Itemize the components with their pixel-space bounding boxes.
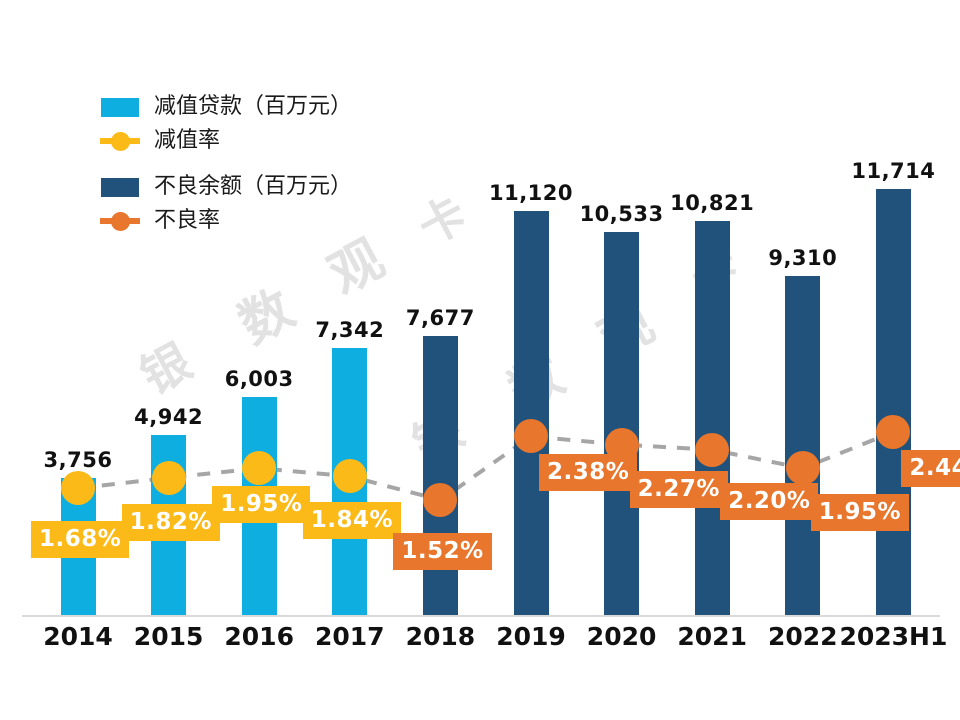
line-marker[interactable] <box>604 427 639 462</box>
bar-value-label: 9,310 <box>768 246 838 271</box>
chart-bar[interactable] <box>694 221 730 615</box>
x-axis-category-label: 2016 <box>224 622 294 651</box>
legend-swatch <box>100 131 140 151</box>
legend-swatch <box>100 177 140 197</box>
ratio-value-label: 1.84% <box>302 502 402 540</box>
legend-swatch-rect-icon <box>101 177 139 197</box>
line-marker[interactable] <box>695 432 730 467</box>
ratio-value-label: 2.20% <box>720 482 819 520</box>
x-axis-category-label: 2020 <box>586 622 657 651</box>
chart-bar[interactable] <box>875 188 911 615</box>
legend-item-label: 不良余额（百万元） <box>154 174 353 199</box>
line-marker[interactable] <box>332 459 367 494</box>
legend-swatch <box>100 211 140 231</box>
ratio-value-label: 1.82% <box>121 503 220 541</box>
legend-dot-icon <box>110 131 130 151</box>
bar-value-label: 10,533 <box>579 201 664 226</box>
x-axis-category-label: 2023H1 <box>839 622 948 651</box>
ratio-value-label: 2.44% <box>901 450 960 487</box>
legend-npl-ratio[interactable]: 不良率 <box>100 204 352 238</box>
chart-bar[interactable] <box>604 231 640 615</box>
bar-value-label: 7,342 <box>315 317 385 342</box>
x-axis-category-label: 2019 <box>496 622 566 651</box>
legend-swatch <box>100 97 140 117</box>
x-axis-line <box>22 615 940 617</box>
x-axis-category-label: 2018 <box>405 622 476 651</box>
x-axis-category-label: 2015 <box>133 622 204 651</box>
ratio-value-label: 1.95% <box>212 486 311 524</box>
line-marker[interactable] <box>785 451 820 486</box>
ratio-value-label: 2.27% <box>629 470 728 508</box>
legend-item-label: 不良率 <box>154 208 221 233</box>
line-marker[interactable] <box>514 419 548 454</box>
bar-value-label: 4,942 <box>134 405 204 430</box>
legend-dot-icon <box>110 211 130 231</box>
x-axis-category-label: 2022 <box>768 622 838 651</box>
ratio-value-label: 1.68% <box>31 521 130 559</box>
line-marker[interactable] <box>61 471 95 506</box>
bar-value-label: 6,003 <box>224 366 294 391</box>
bar-value-label: 7,677 <box>405 305 475 330</box>
x-axis-category-label: 2021 <box>677 622 747 651</box>
legend-item-label: 减值贷款（百万元） <box>154 94 353 119</box>
bar-value-label: 3,756 <box>43 448 113 473</box>
ratio-value-label: 1.95% <box>810 494 910 532</box>
legend-swatch-line-dot-icon <box>100 131 140 151</box>
line-marker[interactable] <box>242 451 277 486</box>
bar-value-label: 11,120 <box>488 180 574 205</box>
bar-value-label: 11,714 <box>851 158 936 183</box>
bar-value-label: 10,821 <box>670 191 755 216</box>
chart-bar[interactable] <box>785 276 821 615</box>
line-marker[interactable] <box>876 415 911 449</box>
chart-bar[interactable] <box>422 335 458 615</box>
line-marker[interactable] <box>423 483 458 517</box>
x-axis-category-label: 2017 <box>315 622 385 651</box>
legend-swatch-line-dot-icon <box>100 211 140 231</box>
legend-npl-balance[interactable]: 不良余额（百万元） <box>100 170 352 204</box>
legend-item-label: 减值率 <box>154 128 221 153</box>
chart-legend: 减值贷款（百万元） 减值率不良余额（百万元） 不良率 <box>100 90 352 238</box>
legend-swatch-rect-icon <box>101 97 139 117</box>
chart-bar[interactable] <box>513 210 549 615</box>
legend-impairment-ratio[interactable]: 减值率 <box>100 124 352 158</box>
legend-impaired-loans[interactable]: 减值贷款（百万元） <box>100 90 352 124</box>
x-axis-category-label: 2014 <box>43 622 113 651</box>
line-marker[interactable] <box>151 460 186 495</box>
ratio-value-label: 1.52% <box>393 533 492 570</box>
